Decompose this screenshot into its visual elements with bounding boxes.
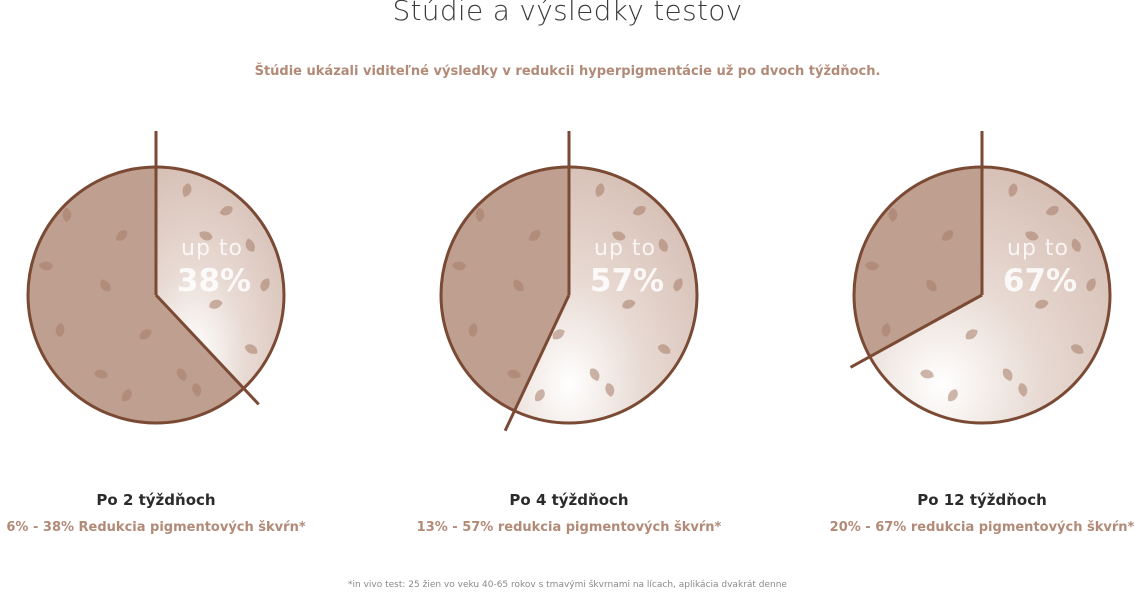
pigment-spot [260, 278, 270, 292]
page-subtitle: Štúdie ukázali viditeľné výsledky v redu… [254, 64, 881, 79]
pigment-spot [888, 208, 898, 222]
pigment-spot [612, 231, 626, 241]
pie-slice-rest [27, 167, 244, 423]
pie-value-label: 67% [1003, 263, 1077, 299]
pigment-spot [658, 238, 668, 252]
caption-period: Po 2 týždňoch [96, 491, 216, 509]
pigment-spot [881, 323, 891, 337]
pigment-spot [657, 344, 671, 354]
pigment-spot [589, 368, 600, 382]
pigment-spot [965, 329, 978, 340]
pie-slice-rest [441, 167, 569, 411]
caption-block-2: Po 4 týždňoch 13% - 57% redukcia pigment… [404, 491, 734, 535]
pie-label: up to [181, 236, 243, 261]
pigment-spot [100, 279, 111, 292]
caption-block-3: Po 12 týždňoch 20% - 67% redukcia pigmen… [817, 491, 1135, 535]
pigment-spot [941, 230, 954, 241]
pigment-spot [192, 383, 202, 397]
pigment-spot [199, 231, 213, 241]
pigment-spot [219, 205, 233, 216]
pie-divider [154, 293, 260, 406]
pigment-spot [632, 205, 646, 216]
pigment-spot [1070, 344, 1084, 354]
pigment-spot [1018, 383, 1028, 397]
pigment-spot [55, 323, 65, 337]
pigment-spot [534, 389, 545, 402]
pigment-spot [1025, 231, 1039, 241]
pigment-spot [1086, 278, 1096, 292]
pigment-spot [62, 208, 72, 222]
pie-divider [849, 293, 983, 369]
pie-value-label: 57% [590, 263, 664, 299]
charts-row: up to 38% up to 57% up to 67% [0, 125, 1135, 460]
pigment-spot [39, 261, 53, 271]
pigment-spot [947, 389, 958, 402]
pigment-spot [182, 183, 192, 197]
pie-slice-value [869, 167, 1110, 423]
pigment-spot [1045, 205, 1059, 216]
caption-result: 20% - 67% redukcia pigmentových škvŕn* [829, 520, 1135, 535]
pie-chart-3: up to 67% [837, 125, 1127, 460]
footnote: *in vivo test: 25 žien vo veku 40-65 rok… [348, 580, 787, 590]
caption-period: Po 4 týždňoch [509, 491, 629, 509]
pigment-spot [1071, 238, 1081, 252]
pie-slice-value [156, 167, 284, 389]
pigment-spot [622, 299, 636, 309]
caption-block-1: Po 2 týždňoch 6% - 38% Redukcia pigmento… [0, 491, 321, 535]
pigment-spot [865, 261, 879, 271]
pigment-spot [121, 389, 132, 402]
pigment-spot [468, 323, 478, 337]
pigment-spot [552, 329, 565, 340]
pie-slice-value [514, 167, 697, 423]
pie-divider [503, 294, 571, 432]
caption-result: 6% - 38% Redukcia pigmentových škvŕn* [6, 520, 306, 535]
pigment-spot [507, 369, 521, 379]
pigment-spot [595, 183, 605, 197]
pigment-spot [176, 368, 187, 382]
pigment-spot [452, 261, 466, 271]
pigment-spot [1035, 299, 1049, 309]
pie-chart-2: up to 57% [424, 125, 714, 460]
pie-label: up to [594, 236, 656, 261]
pigment-spot [1002, 368, 1013, 382]
page-title: Štúdie a výsledky testov [392, 0, 743, 27]
pigment-spot [528, 230, 541, 241]
pigment-spot [245, 238, 255, 252]
caption-period: Po 12 týždňoch [917, 491, 1047, 509]
pigment-spot [1008, 183, 1018, 197]
pie-slice-rest [854, 167, 982, 357]
pie-chart-1: up to 38% [11, 125, 301, 460]
pigment-spot [209, 299, 223, 309]
pigment-spot [139, 329, 152, 340]
pigment-spot [926, 279, 937, 292]
pigment-spot [673, 278, 683, 292]
caption-result: 13% - 57% redukcia pigmentových škvŕn* [416, 520, 722, 535]
pigment-spot [920, 369, 934, 379]
pigment-spot [244, 344, 258, 354]
pie-label: up to [1007, 236, 1069, 261]
pigment-spot [605, 383, 615, 397]
pie-value-label: 38% [177, 263, 251, 299]
pigment-spot [513, 279, 524, 292]
pigment-spot [475, 208, 485, 222]
pigment-spot [94, 369, 108, 379]
pigment-spot [115, 230, 128, 241]
